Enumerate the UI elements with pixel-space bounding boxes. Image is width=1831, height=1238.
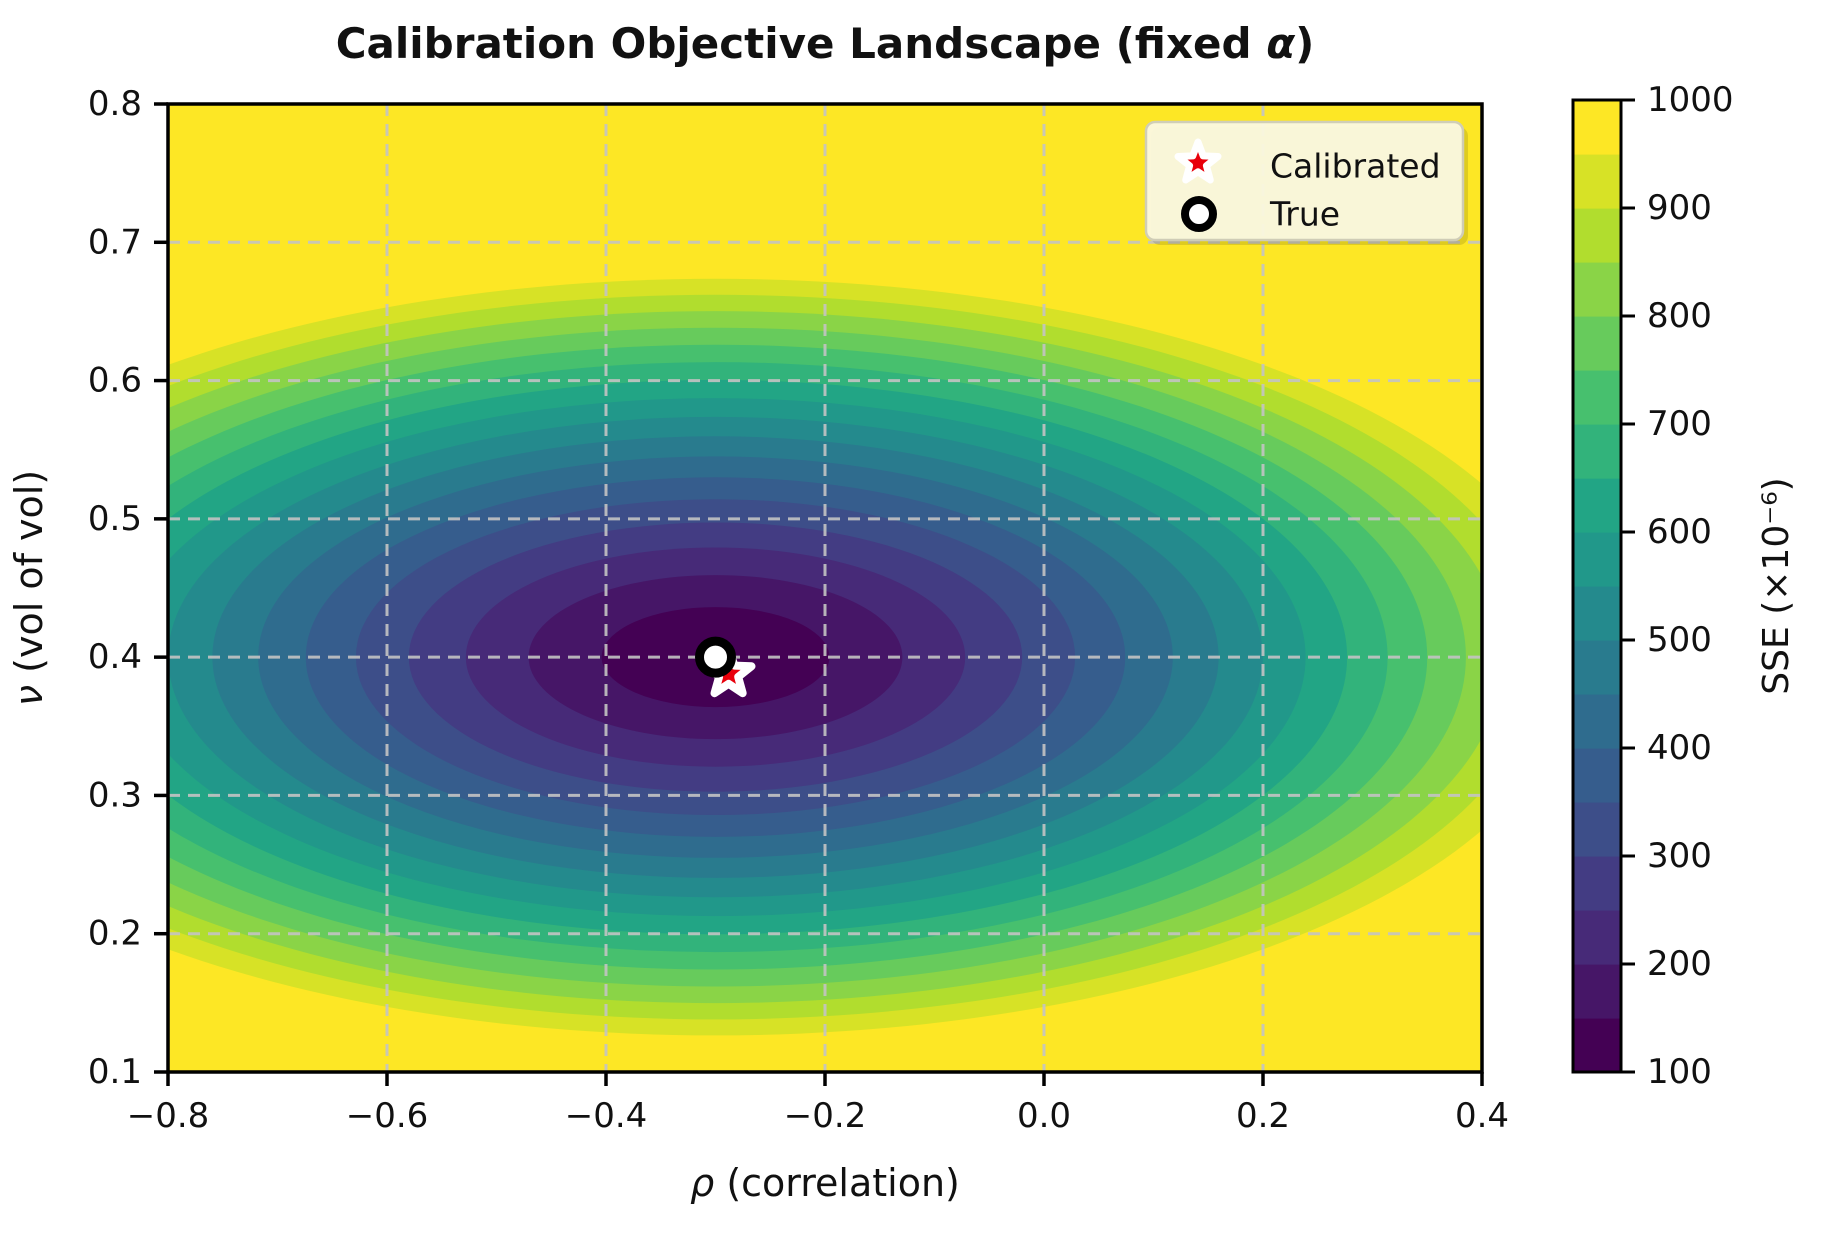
colorbar-tick-label: 600 bbox=[1647, 512, 1712, 552]
y-tick-label: 0.4 bbox=[88, 637, 142, 677]
colorbar-cell bbox=[1573, 1018, 1621, 1073]
colorbar-tick-label: 100 bbox=[1647, 1052, 1712, 1092]
y-axis-label-text: (vol of vol) bbox=[7, 470, 51, 685]
legend-box bbox=[1144, 120, 1465, 242]
colorbar-cell bbox=[1573, 424, 1621, 479]
colorbar-cell bbox=[1573, 694, 1621, 749]
x-axis-label: ρ (correlation) bbox=[690, 1161, 960, 1205]
y-tick-label: 0.1 bbox=[88, 1052, 142, 1092]
y-tick-label: 0.6 bbox=[88, 361, 142, 401]
colorbar-cell bbox=[1573, 964, 1621, 1019]
colorbar-cell bbox=[1573, 208, 1621, 263]
colorbar-tick-label: 300 bbox=[1647, 836, 1712, 876]
legend-star-icon bbox=[1174, 138, 1222, 184]
colorbar-tick-label: 1000 bbox=[1647, 80, 1734, 120]
colorbar-tick-label: 700 bbox=[1647, 404, 1712, 444]
colorbar-tick-label: 500 bbox=[1647, 620, 1712, 660]
chart-title-text: Calibration Objective Landscape (fixed bbox=[336, 19, 1267, 68]
colorbar-border bbox=[1571, 98, 1623, 1074]
colorbar-cell bbox=[1573, 154, 1621, 209]
colorbar-gradient bbox=[1573, 100, 1621, 1073]
true-circle-marker bbox=[695, 636, 736, 678]
chart-title: Calibration Objective Landscape (fixed α… bbox=[336, 19, 1315, 68]
x-tick-label: 0.4 bbox=[1455, 1096, 1509, 1136]
colorbar-cell bbox=[1573, 748, 1621, 803]
y-axis-label: ν (vol of vol) bbox=[7, 470, 51, 706]
chart-title-suffix: ) bbox=[1295, 19, 1314, 68]
colorbar-cell bbox=[1573, 802, 1621, 857]
legend-markers bbox=[1174, 138, 1222, 232]
gridlines bbox=[168, 104, 1482, 1072]
x-tick-label: −0.8 bbox=[127, 1096, 210, 1136]
colorbar-tick-label: 900 bbox=[1647, 188, 1712, 228]
colorbar-tick-label: 800 bbox=[1647, 296, 1712, 336]
colorbar-tick-label: 200 bbox=[1647, 944, 1712, 984]
y-tick-label: 0.3 bbox=[88, 775, 142, 815]
colorbar-ticks: 100 200 300 400 500 600 700 800 900 1000 bbox=[1621, 80, 1734, 1092]
colorbar-cell bbox=[1573, 856, 1621, 911]
colorbar-cell bbox=[1573, 370, 1621, 425]
legend-label-true: True bbox=[1269, 195, 1340, 234]
y-tick-label: 0.7 bbox=[88, 222, 142, 262]
x-tick-label: 0.2 bbox=[1236, 1096, 1290, 1136]
y-tick-label: 0.5 bbox=[88, 499, 142, 539]
plot-markers bbox=[695, 636, 756, 698]
colorbar-cell bbox=[1573, 478, 1621, 533]
legend-circle-icon bbox=[1181, 196, 1217, 232]
axis-ticks: −0.8 −0.6 −0.4 −0.2 0.0 0.2 0.4 0.1 0.2 0.3 0.4 0.5… bbox=[88, 84, 1509, 1136]
chart-title-alpha: α bbox=[1266, 19, 1296, 68]
colorbar-cell bbox=[1573, 586, 1621, 641]
colorbar-cell bbox=[1573, 532, 1621, 587]
x-axis-label-text: (correlation) bbox=[714, 1161, 960, 1205]
y-tick-label: 0.8 bbox=[88, 84, 142, 124]
contour-band-area bbox=[168, 104, 1482, 1072]
legend: Calibrated True bbox=[1144, 120, 1468, 245]
colorbar-cell bbox=[1573, 910, 1621, 965]
colorbar-cell bbox=[1573, 100, 1621, 155]
y-axis-symbol: ν bbox=[7, 685, 51, 706]
colorbar-cell bbox=[1573, 262, 1621, 317]
colorbar-label: SSE (×10⁻⁶) bbox=[1756, 477, 1797, 694]
y-tick-label: 0.2 bbox=[88, 914, 142, 954]
colorbar-cell bbox=[1573, 640, 1621, 695]
legend-label-calibrated: Calibrated bbox=[1270, 147, 1441, 186]
x-tick-label: −0.2 bbox=[784, 1096, 867, 1136]
x-tick-label: −0.6 bbox=[346, 1096, 429, 1136]
colorbar-cell bbox=[1573, 316, 1621, 371]
colorbar-tick-label: 400 bbox=[1647, 728, 1712, 768]
x-tick-label: −0.4 bbox=[565, 1096, 648, 1136]
x-axis-symbol: ρ bbox=[690, 1161, 714, 1205]
x-tick-label: 0.0 bbox=[1017, 1096, 1071, 1136]
